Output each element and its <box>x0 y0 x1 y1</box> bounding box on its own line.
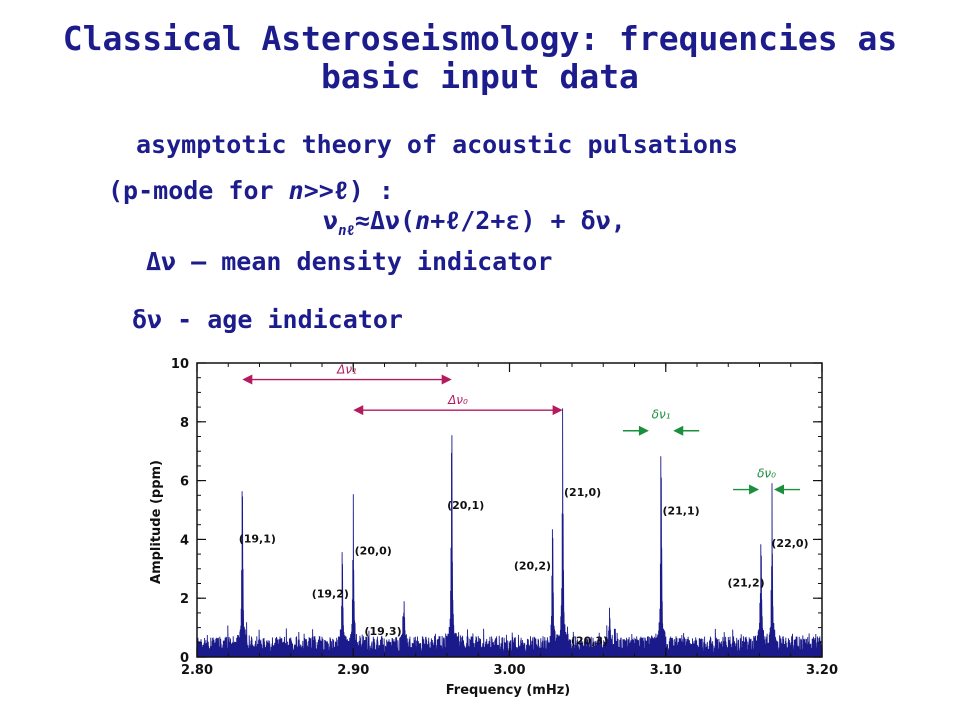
peak-label: (20,2) <box>514 560 551 573</box>
formula-sub-l: ℓ <box>346 223 355 239</box>
condition-n: n <box>288 176 304 205</box>
x-tick-label: 2.80 <box>181 663 213 678</box>
x-tick-label: 2.90 <box>337 663 369 678</box>
peak-label: (21,1) <box>662 504 699 517</box>
y-tick-label: 6 <box>180 475 189 490</box>
y-tick-label: 8 <box>180 416 189 431</box>
y-tick-label: 4 <box>180 533 189 548</box>
small-separation-label: δν₁ <box>652 408 671 422</box>
arrowhead-right <box>441 374 452 385</box>
x-tick-label: 3.00 <box>493 663 525 678</box>
formula-nu: ν <box>323 206 339 235</box>
y-tick-label: 0 <box>180 651 189 666</box>
y-tick-label: 2 <box>180 592 189 607</box>
formula-n: n <box>415 206 431 235</box>
peak-label: (21,0) <box>564 486 601 499</box>
arrowhead-in-left <box>638 425 649 436</box>
peak-label: (19,2) <box>312 587 349 600</box>
annotation-layer: (19,1) (19,2) (20,0) (19,3) (20,1) (20,2) (21,… <box>239 363 809 648</box>
arrowhead-left <box>353 405 364 416</box>
peak-label: (21,2) <box>727 576 764 589</box>
axis-layer: 2.80 2.90 3.00 3.10 3.20 0 2 4 6 8 10 <box>171 357 838 678</box>
condition-post: >>ℓ) : <box>303 176 394 205</box>
peak-label: (20,3) <box>571 634 608 647</box>
asymptotic-formula: νnℓ≈Δν(n+ℓ/2+ε) + δν, <box>323 206 626 240</box>
large-separation-label: Δν₁ <box>336 363 357 377</box>
title-line-1: Classical Asteroseismology: frequencies … <box>62 19 898 58</box>
peak-label: (22,0) <box>771 537 808 550</box>
peak-label: (19,3) <box>364 625 401 638</box>
arrowhead-in-right <box>774 484 784 495</box>
small-separation-note: δν - age indicator <box>132 305 403 334</box>
small-separation-label: δν₀ <box>757 467 776 481</box>
y-tick-label: 10 <box>171 357 189 372</box>
arrowhead-in-right <box>673 425 684 436</box>
slide-title: Classical Asteroseismology: frequencies … <box>0 20 960 96</box>
formula-mid: ≈Δν( <box>354 206 416 235</box>
arrowhead-left <box>242 374 253 385</box>
formula-sub-n: n <box>338 223 347 239</box>
formula-subscript: nℓ <box>338 223 355 239</box>
plot-frame <box>196 362 823 658</box>
subtitle: asymptotic theory of acoustic pulsations <box>136 130 739 159</box>
peak-label: (20,0) <box>355 544 392 557</box>
y-axis-label: Amplitude (ppm) <box>149 460 164 584</box>
x-tick-label: 3.10 <box>650 663 682 678</box>
arrowhead-in-left <box>749 484 760 495</box>
peak-label: (19,1) <box>239 533 276 546</box>
x-axis-label: Frequency (mHz) <box>446 683 571 698</box>
title-line-2: basic input data <box>321 57 639 96</box>
condition-pre: (p-mode for <box>108 176 289 205</box>
spectrum-layer <box>197 408 822 657</box>
pmode-condition: (p-mode for n>>ℓ) : <box>108 176 394 207</box>
large-separation-note: Δν – mean density indicator <box>146 247 553 276</box>
x-tick-label: 3.20 <box>806 663 838 678</box>
arrowhead-right <box>552 405 563 416</box>
peak-label: (20,1) <box>447 499 484 512</box>
large-separation-label: Δν₀ <box>447 393 468 407</box>
spectrum-trace <box>197 408 822 657</box>
formula-tail: +ℓ/2+ε) + δν, <box>430 206 626 235</box>
